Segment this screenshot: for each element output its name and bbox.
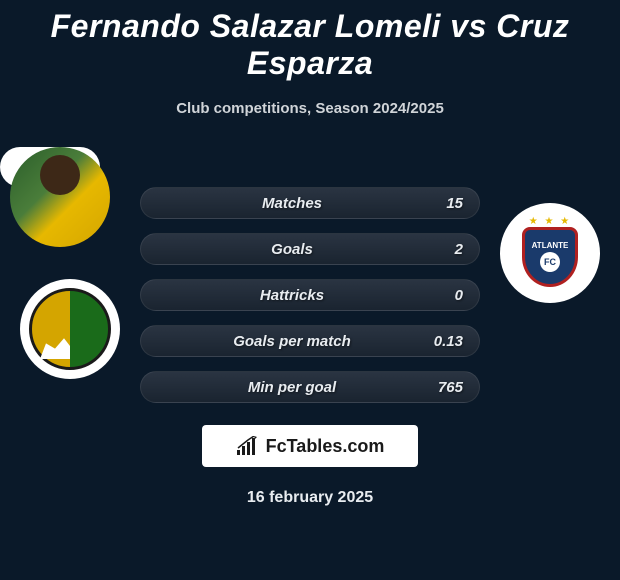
stat-value: 2 xyxy=(427,241,463,258)
player-left-avatar xyxy=(10,147,110,247)
stat-row-goals-per-match: Goals per match 0.13 xyxy=(140,325,480,357)
club-left-badge xyxy=(20,279,120,379)
branding-text: FcTables.com xyxy=(266,436,385,457)
stat-row-hattricks: Hattricks 0 xyxy=(140,279,480,311)
comparison-area: ★ ★ ★ ATLANTE FC Matches 15 Goals 2 Hatt… xyxy=(0,147,620,507)
stat-row-min-per-goal: Min per goal 765 xyxy=(140,371,480,403)
atlante-shield-icon: ATLANTE FC xyxy=(522,227,578,287)
club-right-fc: FC xyxy=(540,252,560,272)
date-text: 16 february 2025 xyxy=(0,489,620,507)
stars-icon: ★ ★ ★ xyxy=(529,216,571,227)
club-right-name: ATLANTE xyxy=(532,241,569,250)
page-title: Fernando Salazar Lomeli vs Cruz Esparza xyxy=(0,8,620,82)
stat-label: Min per goal xyxy=(157,379,427,396)
stat-value: 765 xyxy=(427,379,463,396)
venados-logo-icon xyxy=(29,288,111,370)
club-right-badge: ★ ★ ★ ATLANTE FC xyxy=(500,203,600,303)
stat-row-goals: Goals 2 xyxy=(140,233,480,265)
stat-label: Matches xyxy=(157,195,427,212)
stat-row-matches: Matches 15 xyxy=(140,187,480,219)
stat-label: Goals per match xyxy=(157,333,427,350)
stat-value: 15 xyxy=(427,195,463,212)
stat-label: Goals xyxy=(157,241,427,258)
stat-label: Hattricks xyxy=(157,287,427,304)
subtitle: Club competitions, Season 2024/2025 xyxy=(0,100,620,117)
stat-value: 0.13 xyxy=(427,333,463,350)
chart-icon xyxy=(236,436,260,456)
stats-list: Matches 15 Goals 2 Hattricks 0 Goals per… xyxy=(140,187,480,403)
stat-value: 0 xyxy=(427,287,463,304)
branding-badge: FcTables.com xyxy=(202,425,418,467)
